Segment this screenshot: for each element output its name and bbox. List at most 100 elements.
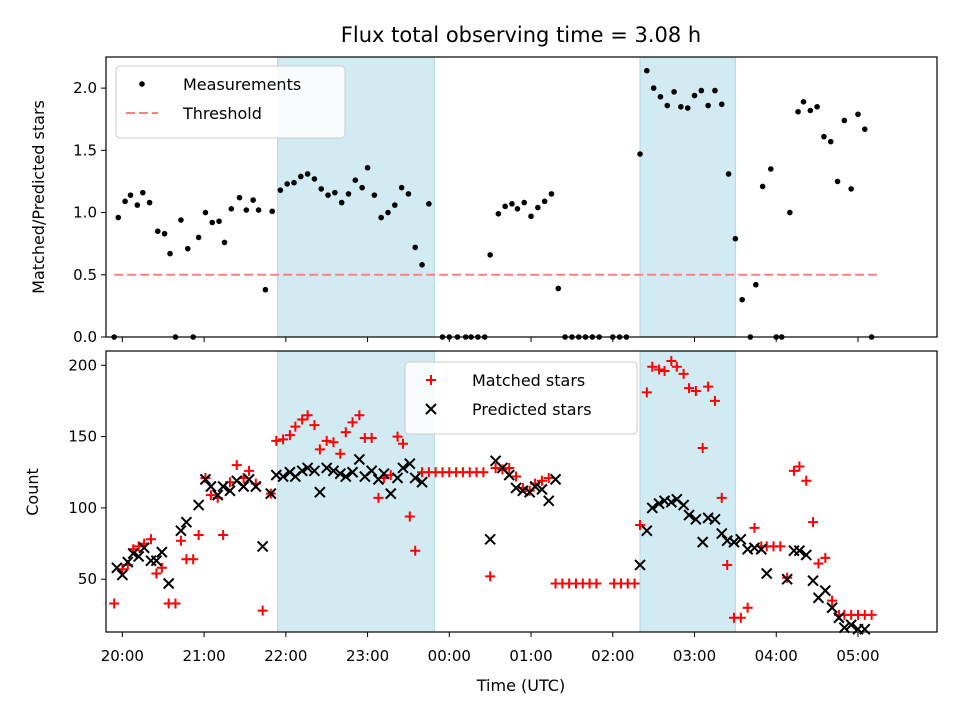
y-tick-label: 100 xyxy=(68,499,97,517)
legend-box xyxy=(115,65,346,139)
matched-point xyxy=(257,605,268,616)
predicted-point xyxy=(646,502,658,514)
matched-point xyxy=(340,427,351,438)
legend-label: Predicted stars xyxy=(472,400,592,419)
predicted-point xyxy=(728,536,740,548)
matched-point xyxy=(820,552,831,563)
matched-point xyxy=(827,595,838,606)
measurement-point xyxy=(332,189,338,196)
measurement-point xyxy=(691,92,698,99)
bottom-y-axis-label: Count xyxy=(23,468,42,516)
matched-point xyxy=(478,467,489,478)
measurement-point xyxy=(338,199,345,206)
matched-point xyxy=(801,475,812,486)
matched-point xyxy=(647,361,658,372)
predicted-point xyxy=(250,480,262,493)
measurement-point xyxy=(807,107,814,114)
measurement-point xyxy=(243,207,250,213)
predicted-point xyxy=(314,486,326,498)
measurement-point xyxy=(359,184,365,191)
matched-point xyxy=(504,462,515,473)
measurement-point xyxy=(167,250,173,257)
measurement-point xyxy=(725,171,732,177)
x-tick-label: 22:00 xyxy=(264,647,307,665)
y-tick-label: 2.0 xyxy=(73,79,97,97)
matched-point xyxy=(641,387,652,398)
matched-point xyxy=(290,421,301,432)
measurement-point xyxy=(664,102,671,109)
chart-title: Flux total observing time = 3.08 h xyxy=(341,23,701,47)
predicted-point xyxy=(265,487,277,500)
matched-point xyxy=(231,460,242,471)
x-tick-label: 21:00 xyxy=(182,647,225,665)
measurement-point xyxy=(385,209,391,216)
legend-measurement-swatch xyxy=(139,81,145,87)
measurement-point xyxy=(637,151,643,157)
measurement-point xyxy=(371,192,378,198)
measurement-point xyxy=(311,176,318,182)
measurement-point xyxy=(154,228,161,235)
matched-point xyxy=(109,598,120,609)
predicted-point xyxy=(529,480,541,493)
measurement-point xyxy=(202,209,209,216)
measurement-point xyxy=(291,179,297,186)
matched-point xyxy=(635,520,646,531)
predicted-point xyxy=(111,562,123,574)
matched-point xyxy=(271,435,282,446)
legend: Measurements Threshold xyxy=(115,65,346,139)
measurement-point xyxy=(405,191,412,197)
x-tick-label: 04:00 xyxy=(755,647,798,665)
matched-point xyxy=(782,572,793,583)
measurement-point xyxy=(195,234,202,241)
predicted-point xyxy=(391,472,404,484)
matched-point xyxy=(284,430,295,441)
measurement-point xyxy=(509,201,515,207)
measurement-point xyxy=(364,164,371,171)
matched-point xyxy=(404,511,415,522)
predicted-point xyxy=(819,584,831,597)
x-tick-label: 20:00 xyxy=(101,647,144,665)
matched-point xyxy=(314,444,325,455)
bottom-panel: 50 100 150 200 20:00 21:00 22:00 23:00 00:00 01:0… xyxy=(68,350,938,665)
measurement-point xyxy=(139,189,146,196)
matched-point xyxy=(302,410,313,421)
measurement-point xyxy=(115,214,122,221)
measurement-point xyxy=(262,286,269,293)
predicted-point xyxy=(683,509,695,521)
predicted-point xyxy=(256,540,269,553)
matched-point xyxy=(244,465,255,476)
measurement-point xyxy=(827,138,834,145)
measurement-point xyxy=(841,117,848,124)
predicted-point xyxy=(833,612,845,624)
measurement-point xyxy=(548,191,555,197)
predicted-point xyxy=(150,554,163,567)
predicted-point xyxy=(543,495,555,507)
matched-point xyxy=(175,535,186,546)
predicted-point xyxy=(378,467,390,480)
matched-point xyxy=(536,475,547,486)
matched-point xyxy=(145,534,156,545)
predicted-point xyxy=(536,483,548,496)
predicted-point xyxy=(212,489,224,501)
measurement-point xyxy=(650,85,657,91)
predicted-point xyxy=(116,569,129,581)
predicted-point xyxy=(859,623,871,635)
shaded-interval-2 xyxy=(639,350,736,633)
legend-label: Measurements xyxy=(183,75,301,94)
measurement-point xyxy=(787,209,793,216)
y-tick-label: 0.5 xyxy=(73,266,97,284)
predicted-point xyxy=(735,533,747,545)
x-tick-label: 05:00 xyxy=(836,647,879,665)
measurement-point xyxy=(732,235,739,242)
predicted-point xyxy=(145,554,157,567)
measurement-point xyxy=(495,211,502,217)
measurement-point xyxy=(705,102,711,109)
matched-point xyxy=(354,410,365,421)
matched-point xyxy=(205,490,216,501)
predicted-point xyxy=(634,559,646,571)
predicted-point xyxy=(716,527,728,540)
measurement-point xyxy=(178,217,184,223)
predicted-point xyxy=(665,496,678,508)
measurement-point xyxy=(412,244,419,251)
matched-point xyxy=(742,602,753,613)
